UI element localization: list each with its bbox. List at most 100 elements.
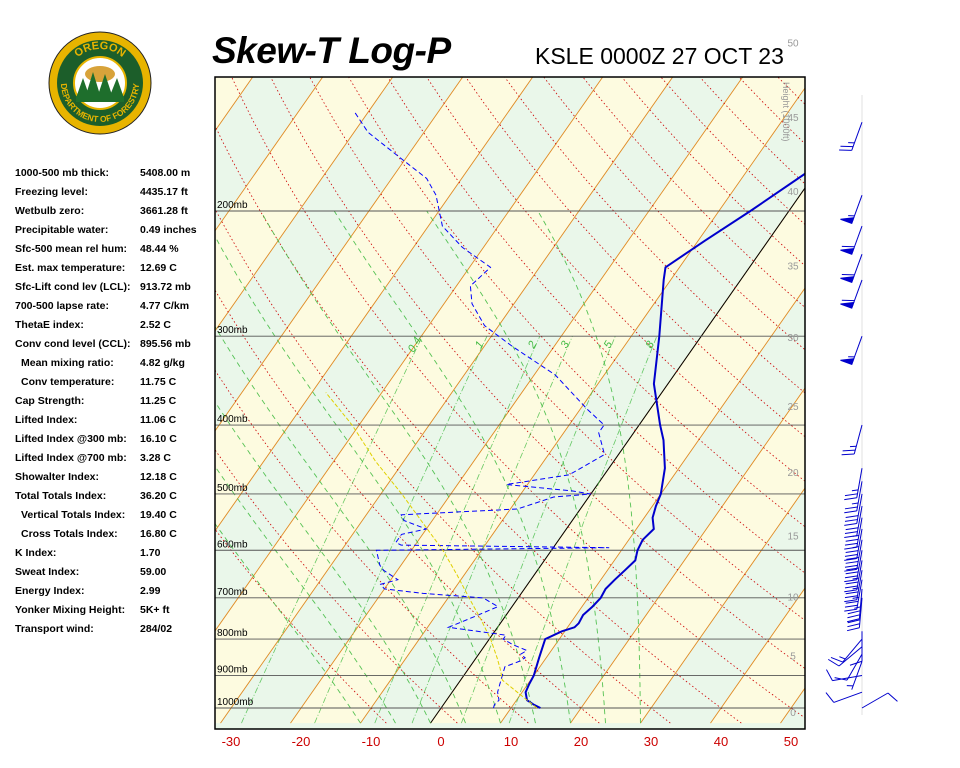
wind-barb: [844, 550, 863, 583]
dry-adiabat-line: [270, 77, 805, 670]
wind-barb: [827, 646, 863, 667]
pressure-level-label: 800mb: [217, 628, 248, 639]
moist-adiabat-line: [215, 401, 431, 724]
index-value: 4.77 C/km: [140, 300, 190, 312]
wind-barb-flag: [840, 301, 855, 309]
index-row: Freezing level: 4435.17 ft: [15, 186, 210, 205]
index-row: Sfc-500 mean rel hum: 48.44 %: [15, 243, 210, 262]
wind-barb-staff: [858, 597, 863, 628]
wind-barb-feather: [844, 554, 858, 557]
index-value: 11.25 C: [140, 395, 177, 407]
index-label: Showalter Index:: [15, 471, 100, 483]
wind-barb: [841, 424, 863, 456]
wind-barb-feather: [844, 506, 858, 510]
pressure-level-label: 900mb: [217, 664, 248, 675]
index-value: 12.69 C: [140, 262, 177, 274]
index-row: Lifted Index @300 mb: 16.10 C: [15, 433, 210, 452]
index-row: ThetaE index: 2.52 C: [15, 319, 210, 338]
wind-barb-feather: [845, 550, 859, 553]
wind-barb-feather: [834, 677, 848, 681]
x-tick-label: -10: [362, 734, 381, 749]
mixing-ratio-line: [411, 336, 573, 724]
wind-barb-staff: [858, 588, 863, 619]
index-row: Est. max temperature: 12.69 C: [15, 262, 210, 281]
index-value: 284/02: [140, 623, 173, 635]
x-tick-label: 40: [714, 734, 728, 749]
wind-barb-feather: [827, 658, 840, 667]
wind-barb-feather: [844, 595, 858, 599]
dry-adiabat-line: [215, 449, 458, 724]
wind-barb-feather: [849, 660, 863, 666]
isotherm-line: [215, 77, 534, 532]
wind-barb: [844, 570, 863, 603]
index-label: Yonker Mixing Height:: [15, 604, 126, 616]
isotherm-line: [640, 487, 805, 724]
wind-barb-feather: [844, 575, 858, 579]
wind-barb-staff: [861, 692, 889, 709]
wind-barb-staff: [851, 661, 863, 690]
index-value: 2.99: [140, 585, 161, 597]
index-row: Lifted Index @700 mb: 3.28 C: [15, 452, 210, 471]
wind-barb-feather: [844, 535, 857, 538]
height-tick-label: 20: [787, 468, 799, 479]
isotherm-line: [215, 77, 394, 332]
index-row: Transport wind: 284/02: [15, 623, 210, 642]
height-tick-label: 30: [787, 333, 799, 344]
wind-barb: [840, 253, 863, 283]
pressure-level-label: 300mb: [217, 325, 248, 336]
wind-barb-staff: [851, 121, 863, 151]
wind-barb: [840, 279, 863, 309]
index-row: Lifted Index: 11.06 C: [15, 414, 210, 433]
index-label: 700-500 lapse rate:: [15, 300, 109, 312]
svg-text:OREGON: OREGON: [72, 40, 127, 60]
wind-barb-feather: [845, 591, 859, 595]
index-value: 5408.00 m: [140, 167, 191, 179]
isotherm-band: [0, 0, 147, 723]
mixing-ratio-line: [461, 336, 616, 724]
wind-barb-staff: [856, 468, 863, 498]
mixing-ratio-line: [508, 336, 658, 724]
index-label: Transport wind:: [15, 623, 94, 635]
isotherm-line: [851, 0, 960, 723]
index-value: 16.10 C: [140, 433, 177, 445]
wind-barb: [844, 528, 863, 561]
index-label: Cross Totals Index:: [21, 528, 118, 540]
height-tick-label: 50: [787, 39, 799, 50]
wind-barb-staff: [842, 638, 863, 663]
wind-barb-staff: [856, 560, 863, 591]
wind-barb-staff: [856, 539, 863, 570]
moist-adiabat-line: [215, 522, 361, 724]
wind-barb-feather: [844, 608, 857, 612]
wind-barb-feather: [844, 497, 857, 501]
wind-barb: [839, 121, 863, 151]
height-axis-label: Height (1000ft): [781, 82, 791, 142]
wind-barb-feather: [845, 515, 859, 518]
x-tick-label: 50: [784, 734, 798, 749]
height-tick-label: 40: [787, 187, 799, 198]
isotherm-line: [215, 77, 464, 432]
index-row: Mean mixing ratio: 4.82 g/kg: [15, 357, 210, 376]
wind-barb: [844, 481, 863, 514]
index-value: 3.28 C: [140, 452, 171, 464]
index-row: Energy Index: 2.99: [15, 585, 210, 604]
pressure-level-label: 200mb: [217, 200, 248, 211]
dry-adiabat-line: [348, 77, 805, 574]
wind-barb-staff: [856, 550, 863, 580]
wind-barb-feather: [844, 542, 858, 546]
index-label: Cap Strength:: [15, 395, 85, 407]
wind-barb-staff: [856, 505, 863, 536]
index-value: 1.70: [140, 547, 161, 559]
wind-barb-feather: [846, 618, 860, 623]
wind-barb-feather: [845, 581, 859, 585]
index-label: Freezing level:: [15, 186, 88, 198]
height-tick-label: 45: [787, 113, 799, 124]
wind-barb-feather: [844, 519, 858, 522]
wind-barb-feather: [844, 546, 857, 550]
wind-barb-staff: [856, 579, 863, 610]
wind-barb: [840, 225, 863, 255]
indices-panel: 1000-500 mb thick: 5408.00 m Freezing leve…: [15, 167, 210, 642]
wind-barb-feather: [844, 510, 857, 514]
isotherm-line: [215, 77, 604, 632]
dry-adiabat-line: [582, 77, 805, 308]
isotherm-band: [0, 0, 77, 723]
